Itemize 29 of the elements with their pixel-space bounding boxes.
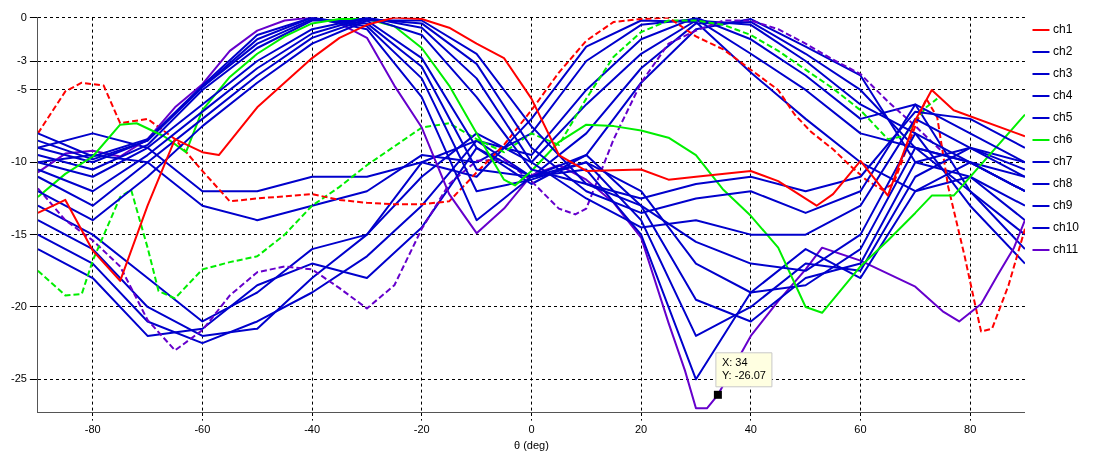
y-tick-label: 0 (20, 10, 27, 23)
y-tick-label: -3 (17, 54, 27, 67)
x-axis-title: θ (deg) (514, 439, 549, 452)
x-tick-label: 40 (744, 423, 757, 436)
y-tick-label: -5 (17, 82, 27, 95)
y-tick-label: -20 (10, 300, 27, 313)
legend-label: ch9 (1052, 198, 1073, 213)
legend-label: ch2 (1052, 44, 1073, 59)
y-tick-label: -15 (10, 227, 27, 240)
x-tick-label: 60 (854, 423, 867, 436)
legend-label: ch1 (1052, 22, 1073, 37)
legend-label: ch3 (1052, 66, 1073, 81)
legend-label: ch4 (1052, 88, 1073, 103)
x-tick-label: -20 (413, 423, 430, 436)
x-tick-label: -40 (304, 423, 321, 436)
legend-label: ch6 (1052, 132, 1073, 147)
y-tick-label: -10 (10, 155, 27, 168)
legend-label: ch7 (1052, 154, 1073, 169)
x-tick-label: 20 (634, 423, 648, 436)
x-tick-label: 80 (964, 423, 977, 436)
x-tick-label: 0 (528, 423, 535, 436)
annotation: X: 34 Y: -26.07 (721, 356, 766, 382)
x-tick-label: -80 (84, 423, 101, 436)
legend-label: ch11 (1052, 242, 1079, 257)
y-tick-label: -25 (10, 372, 27, 385)
legend-label: ch10 (1052, 220, 1080, 235)
x-tick-label: -60 (194, 423, 211, 436)
legend-label: ch5 (1052, 110, 1073, 125)
legend-label: ch8 (1052, 176, 1073, 191)
